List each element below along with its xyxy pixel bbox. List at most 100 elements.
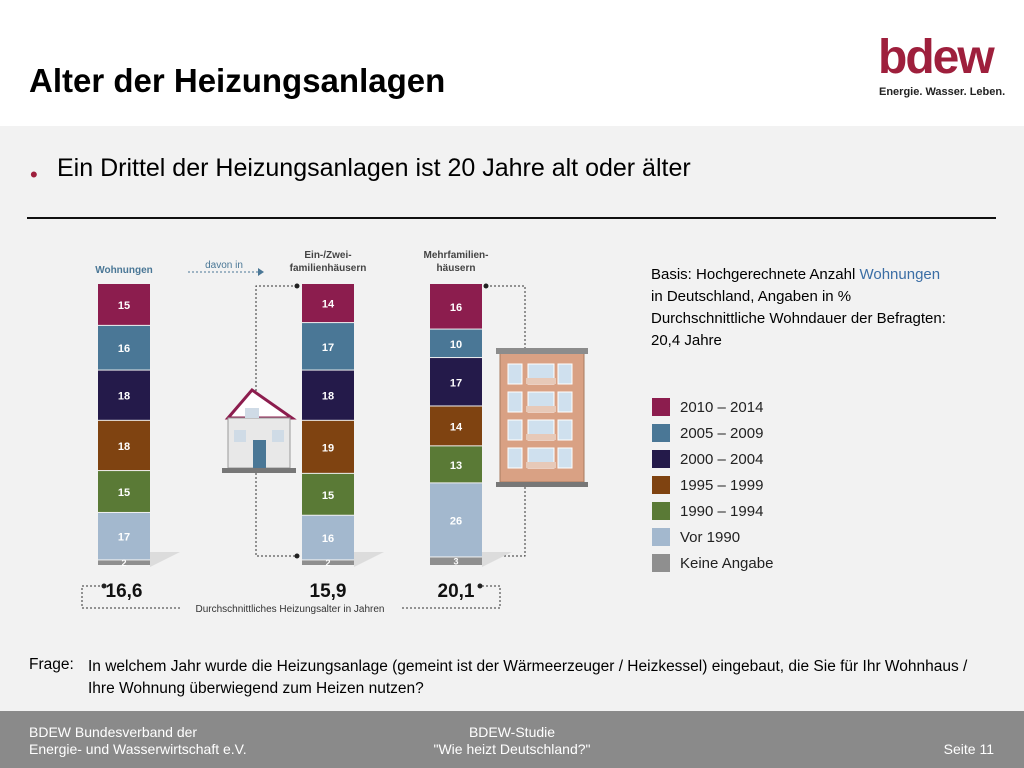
bar-shadow (482, 552, 512, 567)
basis-line-1: Basis: Hochgerechnete Anzahl (651, 266, 860, 283)
footer-org-line-1: BDEW Bundesverband der (29, 724, 198, 740)
data-label: 15 (322, 490, 334, 502)
legend-label: 2010 – 2014 (680, 399, 763, 416)
house-ground (222, 468, 296, 473)
bar-segment (430, 557, 482, 565)
apartment-window (507, 419, 523, 441)
bar-segment (98, 512, 150, 560)
data-label: 14 (322, 299, 335, 311)
bullet-text: Ein Drittel der Heizungsanlagen ist 20 J… (57, 154, 691, 182)
column-header: Mehrfamilien- (423, 250, 488, 261)
house-window (245, 408, 259, 418)
legend-swatch (652, 554, 670, 572)
apartment-window (557, 447, 573, 469)
footer-org-line-2: Energie- und Wasserwirtschaft e.V. (29, 741, 247, 757)
data-label: 17 (118, 532, 130, 544)
average-axis-label: Durchschnittliches Heizungsalter in Jahr… (196, 604, 385, 615)
average-value: 16,6 (106, 581, 143, 602)
bracket-dot (101, 583, 107, 589)
apartment-balcony (526, 378, 556, 384)
data-label: 18 (322, 391, 334, 403)
legend-swatch (652, 424, 670, 442)
bar-segment (430, 358, 482, 406)
apartment-window (507, 363, 523, 385)
bar-segment (302, 515, 354, 560)
data-label: 18 (118, 441, 130, 453)
average-value: 15,9 (310, 581, 347, 602)
apartment-roof (496, 348, 588, 354)
bar-segment (98, 560, 150, 565)
column-header: Ein-/Zwei- (304, 250, 351, 261)
bar-shadow (150, 552, 180, 567)
data-label: 16 (322, 533, 334, 545)
legend-swatch (652, 528, 670, 546)
legend-swatch (652, 502, 670, 520)
data-label: 15 (118, 300, 130, 312)
bar-segment (98, 325, 150, 370)
question-label: Frage: (29, 656, 74, 673)
data-label: 17 (322, 342, 334, 354)
column-header: Wohnungen (95, 265, 153, 276)
footer-study-line-2: "Wie heizt Deutschland?" (433, 741, 591, 757)
basis-line-2: in Deutschland, Angaben in % (651, 288, 852, 305)
data-label: 14 (450, 421, 463, 433)
data-label: 2 (325, 558, 330, 568)
legend-label: Vor 1990 (680, 529, 740, 546)
average-label-bg (180, 601, 400, 615)
house-door (253, 440, 266, 468)
footer: BDEW Bundesverband der Energie- und Wass… (0, 711, 1024, 768)
column-header: familienhäusern (290, 263, 367, 274)
apartment-ground (496, 482, 588, 487)
divider (27, 217, 996, 219)
house-window (234, 430, 246, 442)
stacked-bar-chart: davon in Wohnungen Ein-/Zwei-familienhäuse… (81, 250, 773, 615)
question-text: In welchem Jahr wurde die Heizungsanlage… (88, 658, 968, 697)
davon-in-label: davon in (205, 260, 243, 271)
data-label: 18 (118, 391, 130, 403)
apartment-window (557, 363, 573, 385)
bar-segment (430, 483, 482, 557)
bar-segment (302, 323, 354, 370)
data-label: 2 (121, 558, 126, 568)
bar-shadow (354, 552, 384, 567)
basis-line-3: Durchschnittliche Wohndauer der Befragte… (651, 310, 946, 327)
house-icon (224, 387, 297, 420)
data-label: 26 (450, 515, 462, 527)
data-label: 16 (118, 343, 130, 355)
average-value: 20,1 (438, 581, 475, 602)
page-title: Alter der Heizungsanlagen (29, 62, 446, 99)
data-label: 3 (453, 557, 458, 567)
bar-segment (430, 284, 482, 329)
bar-segment (430, 329, 482, 358)
page-number: Seite 11 (943, 741, 994, 757)
bar-segment (98, 420, 150, 471)
data-label: 17 (450, 377, 462, 389)
house-window (272, 430, 284, 442)
basis-note: Basis: Hochgerechnete Anzahl Wohnungen i… (651, 264, 996, 352)
bar-segment (430, 406, 482, 446)
apartment-window (557, 391, 573, 413)
legend-swatch (652, 398, 670, 416)
basis-line-4: 20,4 Jahre (651, 332, 722, 349)
apartment-balcony (526, 406, 556, 412)
bar-segment (430, 446, 482, 483)
bar-segment (302, 370, 354, 420)
apartment-window (557, 419, 573, 441)
bracket-dot (294, 283, 300, 289)
basis-highlight: Wohnungen (859, 266, 941, 283)
apartment-window (507, 447, 523, 469)
legend-label: Keine Angabe (680, 555, 773, 572)
apartment-balcony (526, 434, 556, 440)
apartment-balcony (526, 462, 556, 468)
footer-study-line-1: BDEW-Studie (468, 724, 556, 740)
data-label: 15 (118, 487, 130, 499)
legend-label: 1995 – 1999 (680, 477, 763, 494)
bar-segment (302, 473, 354, 515)
bullet-icon: • (30, 162, 38, 187)
legend-label: 2005 – 2009 (680, 425, 763, 442)
bar-segment (98, 370, 150, 420)
logo-word: bdew (878, 31, 995, 84)
apartment-window (507, 391, 523, 413)
logo-tagline: Energie. Wasser. Leben. (879, 86, 1006, 98)
bracket-dot (294, 553, 300, 559)
